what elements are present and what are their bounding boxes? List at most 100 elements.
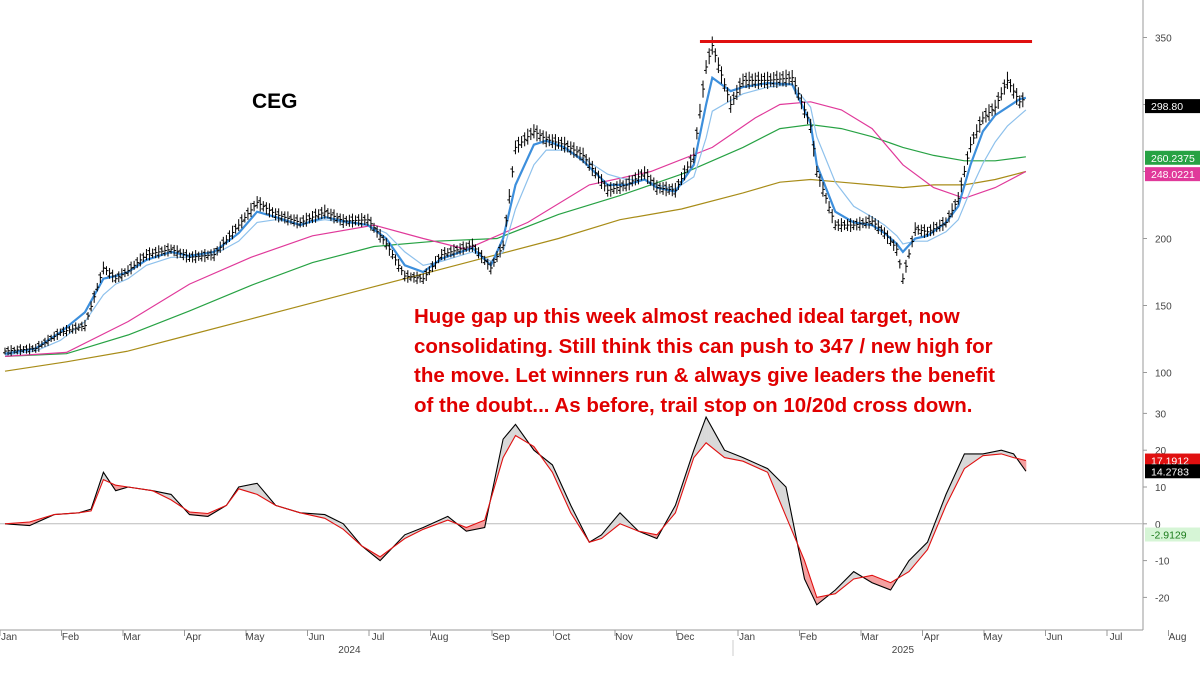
ohlc-bar bbox=[627, 175, 631, 190]
ohlc-bar bbox=[867, 215, 871, 229]
osc-y-tick-label: 30 bbox=[1155, 409, 1167, 420]
ohlc-bar bbox=[698, 104, 702, 119]
ohlc-bar bbox=[510, 166, 514, 177]
ohlc-bar bbox=[397, 259, 401, 272]
x-tick-label: Jan bbox=[739, 632, 755, 643]
ohlc-bar bbox=[261, 201, 265, 211]
ohlc-bar bbox=[898, 259, 902, 268]
ohlc-bar bbox=[544, 131, 548, 147]
ohlc-bar bbox=[984, 108, 988, 123]
ohlc-bar bbox=[95, 283, 99, 291]
ohlc-bar bbox=[999, 87, 1003, 100]
x-tick-label: Dec bbox=[677, 632, 695, 643]
ohlc-bar bbox=[286, 211, 290, 225]
ohlc-bar bbox=[255, 196, 259, 208]
ohlc-bar bbox=[969, 137, 973, 153]
ohlc-bar bbox=[264, 202, 268, 214]
ohlc-bar bbox=[901, 273, 905, 284]
value-tag-text: 298.80 bbox=[1151, 101, 1183, 113]
ohlc-bar bbox=[513, 140, 517, 154]
value-tag-text: 14.2783 bbox=[1151, 466, 1189, 478]
ohlc-bar bbox=[729, 96, 733, 113]
ohlc-bar bbox=[719, 66, 723, 83]
ohlc-bar bbox=[295, 214, 299, 228]
ohlc-bar bbox=[830, 209, 834, 223]
ohlc-bar bbox=[910, 236, 914, 248]
ohlc-bar bbox=[298, 217, 302, 227]
x-tick-label: Jul bbox=[372, 632, 385, 643]
x-tick-label: Apr bbox=[186, 632, 202, 643]
ohlc-bar bbox=[126, 265, 130, 276]
y-tick-label: 350 bbox=[1155, 34, 1172, 45]
x-tick-label: Aug bbox=[431, 632, 449, 643]
osc-line bbox=[5, 436, 1026, 598]
ohlc-bar bbox=[615, 181, 619, 194]
osc-fill bbox=[256, 484, 258, 496]
ohlc-bar bbox=[886, 230, 890, 244]
ohlc-bar bbox=[535, 125, 539, 141]
ohlc-bar bbox=[550, 134, 554, 148]
annotation-line: of the doubt... As before, trail stop on… bbox=[414, 391, 1134, 421]
x-tick-label: Jun bbox=[308, 632, 324, 643]
ohlc-bar bbox=[400, 266, 404, 275]
ohlc-bar bbox=[1005, 72, 1009, 89]
y-tick-label: 200 bbox=[1155, 235, 1172, 246]
ohlc-bar bbox=[1002, 79, 1006, 94]
value-tag: 248.0221 bbox=[1145, 167, 1200, 181]
x-tick-label: Mar bbox=[123, 632, 141, 643]
ohlc-bar bbox=[855, 218, 859, 230]
x-year-label: 2025 bbox=[892, 645, 915, 656]
ohlc-bar bbox=[907, 249, 911, 258]
ohlc-bar bbox=[704, 60, 708, 74]
ohlc-bar bbox=[240, 214, 244, 228]
ohlc-bar bbox=[919, 225, 923, 237]
osc-fill bbox=[249, 485, 251, 493]
ohlc-bar bbox=[1009, 79, 1013, 92]
y-tick-label: 150 bbox=[1155, 302, 1172, 313]
ohlc-bar bbox=[741, 74, 745, 87]
ohlc-bar bbox=[249, 203, 253, 217]
ohlc-bar bbox=[701, 81, 705, 98]
value-tag-text: -2.9129 bbox=[1151, 530, 1187, 542]
x-tick-label: Apr bbox=[924, 632, 940, 643]
ohlc-bar bbox=[532, 124, 536, 138]
ohlc-bar bbox=[975, 124, 979, 138]
value-tag: -2.9129 bbox=[1145, 528, 1200, 542]
osc-y-tick-label: 10 bbox=[1155, 483, 1167, 494]
annotation-line: Huge gap up this week almost reached ide… bbox=[414, 302, 1134, 332]
ohlc-bar bbox=[978, 116, 982, 132]
ohlc-bar bbox=[996, 92, 1000, 109]
ohlc-bar bbox=[827, 201, 831, 213]
ohlc-bar bbox=[553, 134, 557, 150]
value-tag: 298.80 bbox=[1145, 99, 1200, 113]
x-tick-label: Jul bbox=[1110, 632, 1123, 643]
y-tick-label: 100 bbox=[1155, 369, 1172, 380]
ohlc-bar bbox=[83, 320, 87, 331]
ohlc-bar bbox=[166, 243, 170, 256]
x-tick-label: May bbox=[246, 632, 265, 643]
ohlc-bar bbox=[74, 322, 78, 333]
osc-fill bbox=[251, 484, 253, 493]
ohlc-bar bbox=[529, 128, 533, 140]
osc-fill bbox=[964, 454, 966, 469]
osc-y-tick-label: -20 bbox=[1155, 593, 1170, 604]
ohlc-bar bbox=[904, 260, 908, 273]
osc-y-tick-label: -10 bbox=[1155, 557, 1170, 568]
x-tick-label: Aug bbox=[1169, 632, 1187, 643]
ohlc-bar bbox=[938, 220, 942, 232]
ohlc-bar bbox=[172, 245, 176, 256]
osc-fill bbox=[253, 484, 255, 494]
ohlc-bar bbox=[630, 175, 634, 186]
ohlc-bar bbox=[972, 132, 976, 144]
ohlc-bar bbox=[941, 217, 945, 231]
ohlc-bar bbox=[557, 137, 561, 149]
ohlc-bar bbox=[117, 271, 121, 282]
ohlc-bar bbox=[993, 100, 997, 115]
x-tick-label: Feb bbox=[62, 632, 80, 643]
ohlc-bar bbox=[707, 48, 711, 64]
ohlc-bar bbox=[1018, 95, 1022, 108]
annotation-line: the move. Let winners run & always give … bbox=[414, 361, 1134, 391]
ohlc-bar bbox=[833, 220, 837, 230]
ohlc-bar bbox=[394, 254, 398, 265]
ohlc-bar bbox=[965, 151, 969, 165]
